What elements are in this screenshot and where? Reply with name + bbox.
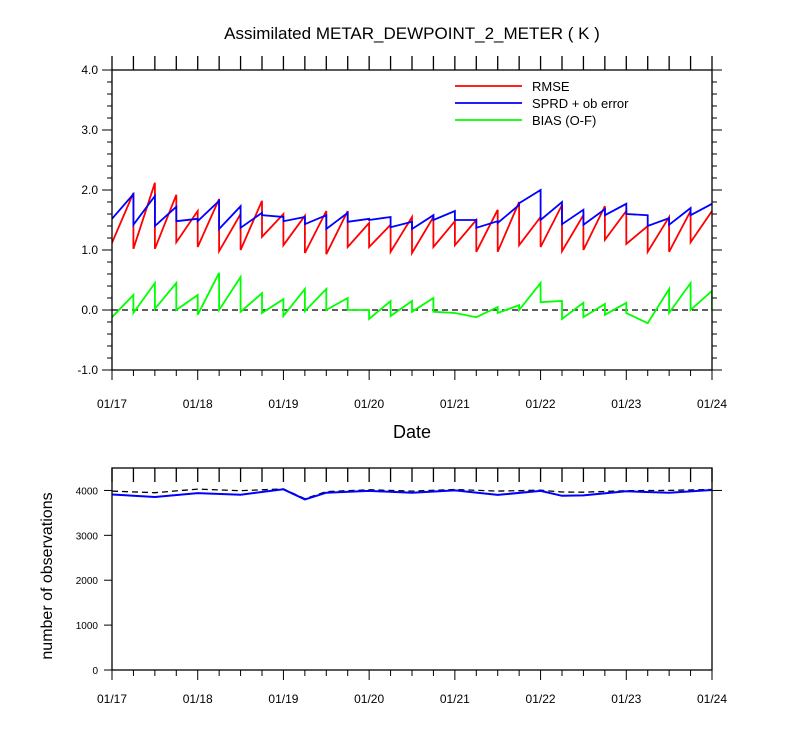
x-tick-label: 01/19	[268, 397, 298, 411]
legend-entry-label: RMSE	[532, 79, 570, 94]
series-line-rmse	[112, 182, 712, 257]
y-tick-label: 1.0	[81, 243, 98, 257]
y-tick-label: -1.0	[77, 363, 98, 377]
x-tick-label: 01/18	[183, 397, 213, 411]
legend-entry-label: BIAS (O-F)	[532, 113, 596, 128]
bottom-chart: 0 1000 2000 3000 4000 01/17 01/18 01/19 01/20 01/…	[76, 467, 727, 706]
chart-title: Assimilated METAR_DEWPOINT_2_METER ( K )	[224, 24, 600, 43]
y-tick-label: 1000	[76, 621, 99, 632]
bottom-y-axis-label: number of observations	[39, 492, 56, 659]
x-tick-label: 01/17	[97, 692, 127, 706]
x-tick-label: 01/17	[97, 397, 127, 411]
x-tick-label: 01/24	[697, 692, 727, 706]
x-tick-label: 01/21	[440, 397, 470, 411]
x-tick-label: 01/18	[183, 692, 213, 706]
bottom-plot-frame	[111, 467, 713, 671]
y-tick-label: 3.0	[81, 123, 98, 137]
y-tick-label: 4000	[76, 486, 99, 497]
top-plot-frame	[111, 69, 713, 371]
y-tick-label: 0	[92, 666, 98, 677]
x-tick-label: 01/20	[354, 397, 384, 411]
legend: RMSE SPRD + ob error BIAS (O-F)	[455, 79, 629, 128]
x-tick-label: 01/23	[611, 397, 641, 411]
y-tick-label: 2.0	[81, 183, 98, 197]
x-tick-label: 01/23	[611, 692, 641, 706]
series-line-assimilated	[111, 488, 713, 501]
y-tick-label: 3000	[76, 531, 99, 542]
x-tick-label: 01/22	[526, 397, 556, 411]
y-tick-label: 2000	[76, 576, 99, 587]
series-line-possible	[111, 488, 713, 500]
x-tick-label: 01/24	[697, 397, 727, 411]
x-tick-label: 01/22	[526, 692, 556, 706]
top-chart: -1.0 0.0 1.0 2.0 3.0 4.0 01/17 01/18 01/19 01/20 0…	[77, 56, 727, 411]
top-x-axis-label: Date	[393, 422, 431, 442]
series-line-sprd-ob-error	[112, 188, 712, 232]
x-tick-label: 01/20	[354, 692, 384, 706]
x-tick-label: 01/21	[440, 692, 470, 706]
x-tick-label: 01/19	[268, 692, 298, 706]
legend-entry-label: SPRD + ob error	[532, 96, 629, 111]
series-line-bias-o-f	[112, 272, 712, 325]
y-tick-label: 0.0	[81, 303, 98, 317]
y-tick-label: 4.0	[81, 63, 98, 77]
